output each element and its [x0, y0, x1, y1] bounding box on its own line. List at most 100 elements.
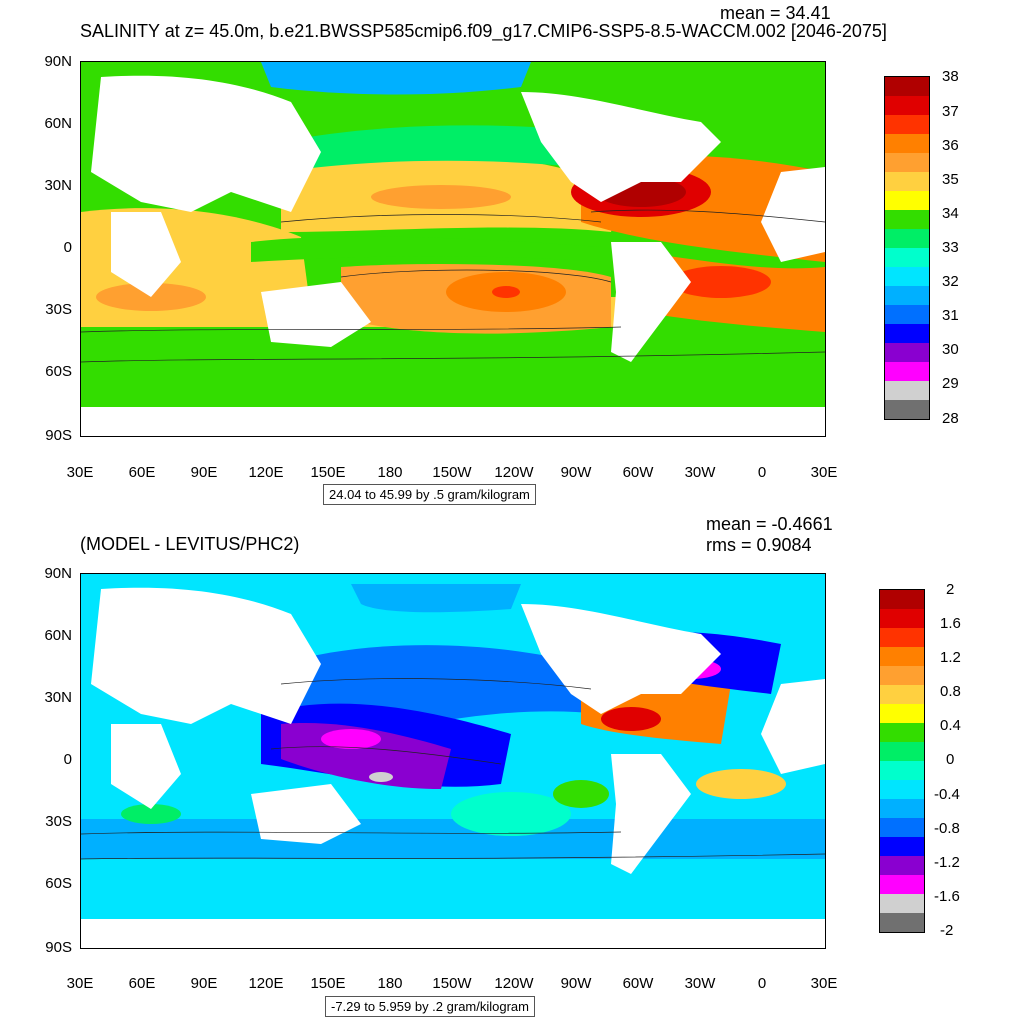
colorbar-label: -0.8 — [934, 820, 960, 837]
colorbar-swatch — [885, 191, 929, 210]
colorbar-label: 28 — [942, 410, 959, 427]
lon-label: 30W — [684, 975, 716, 992]
colorbar-swatch — [880, 837, 924, 856]
colorbar-label: 0.4 — [940, 717, 961, 734]
lon-label: 30E — [810, 464, 838, 481]
lon-label: 150W — [432, 975, 472, 992]
africa-east-land — [111, 212, 181, 297]
lon-label: 90E — [190, 975, 218, 992]
colorbar-swatch — [880, 685, 924, 704]
lon-label: 180 — [377, 464, 403, 481]
lat-label: 60S — [45, 363, 72, 380]
colorbar-swatch — [885, 96, 929, 115]
colorbar-swatch — [885, 153, 929, 172]
colorbar-swatch — [885, 229, 929, 248]
colorbar-swatch — [880, 818, 924, 837]
colorbar-swatch — [880, 761, 924, 780]
contour-line — [340, 269, 612, 283]
contour-lines — [81, 209, 825, 363]
lat-label: 90S — [45, 939, 72, 956]
colorbar-swatch — [880, 704, 924, 723]
colorbar-swatch — [880, 894, 924, 913]
australia-land — [251, 784, 361, 844]
lat-label: 30S — [45, 301, 72, 318]
colorbar-swatch — [880, 628, 924, 647]
top-panel-title: SALINITY at z= 45.0m, b.e21.BWSSP585cmip… — [80, 21, 887, 41]
lat-label: 90N — [44, 565, 72, 582]
lat-label: 0 — [63, 751, 72, 768]
colorbar-label: -1.6 — [934, 888, 960, 905]
colorbar-swatch — [885, 134, 929, 153]
colorbar-swatch — [885, 210, 929, 229]
bottom-map-svg — [81, 574, 825, 948]
colorbar-swatch — [885, 324, 929, 343]
top-colorbar-svg — [885, 77, 929, 419]
bottom-colorbar — [879, 589, 925, 933]
lat-label: 30N — [44, 689, 72, 706]
colorbar-swatch — [880, 647, 924, 666]
colorbar-label: 32 — [942, 273, 959, 290]
lon-label: 30E — [66, 975, 94, 992]
lon-label: 60E — [128, 464, 156, 481]
lon-label: 60W — [622, 975, 654, 992]
fresh-core — [321, 729, 381, 749]
colorbar-label: 37 — [942, 103, 959, 120]
lon-label: 90E — [190, 464, 218, 481]
colorbar-swatch — [885, 381, 929, 400]
lon-label: 30W — [684, 464, 716, 481]
lon-label: 150E — [310, 464, 346, 481]
africa-west-land — [761, 167, 825, 262]
colorbar-swatch — [880, 666, 924, 685]
gulf-stream-max — [601, 707, 661, 731]
lat-label: 30S — [45, 813, 72, 830]
equatorial-pacific-band — [251, 236, 601, 262]
colorbar-swatch — [880, 913, 924, 932]
top-mean-stat: mean = 34.41 — [720, 3, 831, 23]
lon-label: 60E — [128, 975, 156, 992]
southern-ocean-band — [81, 819, 825, 859]
top-colorbar — [884, 76, 930, 420]
lat-label: 30N — [44, 177, 72, 194]
contour-line — [81, 351, 825, 363]
australia-land — [261, 282, 371, 347]
lon-label: 30E — [66, 464, 94, 481]
south-pacific-max — [492, 286, 520, 298]
antarctica-land — [81, 919, 825, 948]
colorbar-swatch — [880, 875, 924, 894]
colorbar-label: -0.4 — [934, 786, 960, 803]
colorbar-swatch — [885, 115, 929, 134]
colorbar-swatch — [885, 286, 929, 305]
contour-line — [590, 209, 825, 223]
lon-label: 120E — [248, 975, 284, 992]
africa-east-land — [111, 724, 181, 809]
contour-line — [81, 853, 825, 860]
colorbar-label: 0.8 — [940, 683, 961, 700]
colorbar-swatch — [880, 856, 924, 875]
north-pacific-high — [371, 185, 511, 209]
lon-label: 0 — [757, 464, 767, 481]
eurasia-land — [91, 75, 321, 212]
bottom-rms-stat: rms = 0.9084 — [706, 535, 812, 555]
bottom-salinity-diff-map — [80, 573, 826, 949]
lat-label: 60N — [44, 115, 72, 132]
colorbar-label: 38 — [942, 68, 959, 85]
colorbar-swatch — [885, 343, 929, 362]
lon-label: 120W — [494, 975, 534, 992]
south-atlantic-max — [671, 266, 771, 298]
lon-label: 0 — [757, 975, 767, 992]
north-america-land — [521, 92, 721, 202]
arctic-fresh-water — [261, 62, 531, 95]
bottom-contour-range: -7.29 to 5.959 by .2 gram/kilogram — [325, 996, 535, 1017]
africa-west-land — [761, 679, 825, 774]
eurasia-land — [91, 587, 321, 724]
bottom-mean-stat: mean = -0.4661 — [706, 514, 833, 534]
colorbar-swatch — [880, 609, 924, 628]
bottom-panel-title: (MODEL - LEVITUS/PHC2) — [80, 534, 300, 554]
southern-ocean-band — [81, 322, 825, 412]
colorbar-label: 34 — [942, 205, 959, 222]
colorbar-label: 35 — [942, 171, 959, 188]
colorbar-label: 30 — [942, 341, 959, 358]
colorbar-swatch — [880, 590, 924, 609]
colorbar-label: 31 — [942, 307, 959, 324]
bottom-colorbar-svg — [880, 590, 924, 932]
